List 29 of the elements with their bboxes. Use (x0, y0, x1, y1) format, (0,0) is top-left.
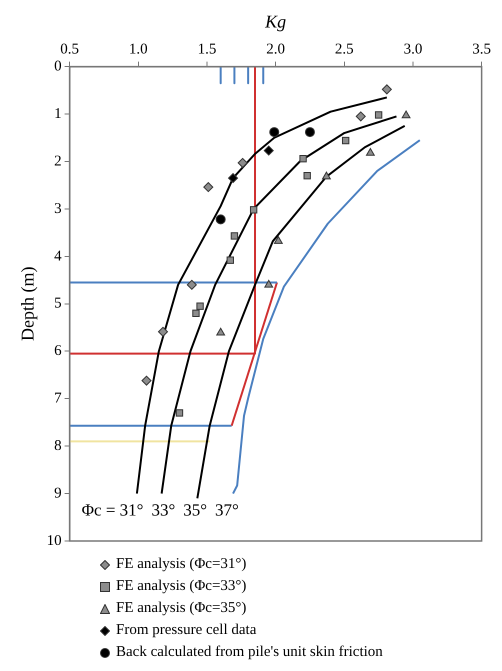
y-tick-label: 1 (54, 106, 62, 122)
y-tick-label: 4 (54, 248, 62, 264)
annotation: Φc = 31° (82, 500, 144, 520)
y-tick-label: 2 (54, 153, 62, 170)
y-tick-label: 6 (54, 343, 62, 360)
annotation: 35° (183, 500, 208, 520)
y-tick-label: 9 (54, 485, 62, 502)
legend-label: From pressure cell data (116, 622, 256, 638)
y-tick-label: 7 (54, 390, 62, 407)
y-tick-label: 10 (46, 532, 62, 549)
y-tick-label: 5 (54, 296, 62, 312)
annotation: 33° (151, 500, 176, 520)
legend-label: FE analysis (Φc=35°) (116, 600, 246, 616)
x-tick-label: 2.0 (266, 42, 285, 58)
x-tick-label: 1.5 (198, 42, 216, 58)
x-tick-label: 3.5 (472, 42, 491, 58)
x-tick-label: 2.5 (334, 42, 354, 58)
x-tick-label: 0.5 (60, 42, 79, 58)
y-tick-label: 3 (54, 200, 62, 217)
x-tick-label: 1.0 (128, 42, 148, 58)
y-tick-label: 0 (54, 58, 62, 75)
y-axis-title: Depth (m) (18, 266, 38, 342)
legend-label: FE analysis (Φc=31°) (116, 556, 246, 572)
annotation: 37° (215, 500, 239, 520)
legend-label: Back calculated from pile's unit skin friction (116, 644, 383, 660)
x-tick-label: 3.0 (404, 42, 422, 58)
y-tick-label: 8 (54, 438, 62, 454)
legend-label: FE analysis (Φc=33°) (116, 578, 246, 594)
x-axis-title: Kg (264, 12, 286, 32)
